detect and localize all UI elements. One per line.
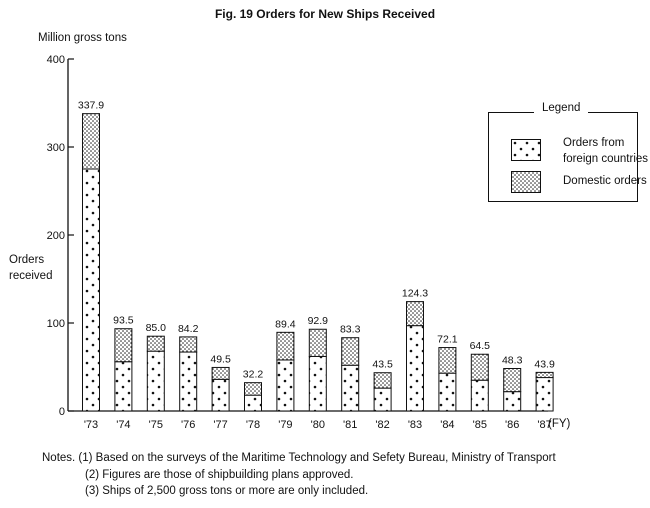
x-tick-label: '76 [181,419,195,431]
bar-foreign-orders [308,355,327,412]
total-value-label: 89.4 [275,318,296,330]
bar-domestic-orders [82,113,100,170]
y-tick-label: 0 [59,406,65,418]
y-axis-label-line: received [9,270,53,282]
legend-label-line: Orders from [563,137,625,149]
total-value-label: 48.3 [502,354,523,366]
bar-domestic-orders [308,328,327,357]
x-tick-label: '80 [311,419,325,431]
bar-foreign-orders [406,325,424,412]
x-tick-label: '82 [375,419,389,431]
total-value-label: 49.5 [210,353,231,365]
bar-foreign-orders [341,364,360,412]
bar-domestic-orders [535,371,554,379]
bar-foreign-orders [503,391,522,412]
x-tick-label: '78 [246,419,260,431]
y-tick-label: 200 [47,230,65,242]
bar-foreign-orders [114,361,133,412]
legend-label-line: Domestic orders [563,175,647,187]
bar-domestic-orders [114,328,133,363]
bar-foreign-orders [82,168,100,412]
legend: Legend Orders from foreign countries Dom… [488,102,648,202]
bar-foreign-orders [244,394,262,412]
bar-domestic-orders [470,353,489,381]
total-value-label: 124.3 [402,288,428,300]
total-value-label: 83.3 [340,324,361,336]
bar-domestic-orders [438,347,457,374]
x-tick-label: '79 [278,419,292,431]
y-axis-label-line: Orders [9,254,45,266]
legend-swatch-foreign [511,139,541,161]
bar-domestic-orders [179,336,198,353]
notes: Notes. (1) Based on the surveys of the M… [42,450,556,500]
legend-swatch-domestic [511,171,541,193]
x-tick-label: '87 [537,419,551,431]
chart-title: Fig. 19 Orders for New Ships Received [214,7,436,21]
y-tick-label: 400 [47,54,65,66]
bar-domestic-orders [244,382,262,396]
bar-foreign-orders [438,372,457,412]
bar-foreign-orders [211,378,230,412]
bar-foreign-orders [276,359,295,412]
total-value-label: 93.5 [113,315,134,327]
total-value-label: 92.9 [308,315,329,327]
note-line: Notes. (1) Based on the surveys of the M… [42,452,556,464]
total-value-label: 85.0 [146,322,167,334]
x-tick-label: '86 [505,419,519,431]
legend-title: Legend [534,102,589,114]
x-axis-unit: (FY) [548,418,571,430]
bar-domestic-orders [406,301,424,327]
total-value-label: 43.5 [372,359,393,371]
x-tick-label: '85 [473,419,487,431]
x-tick-label: '74 [116,419,130,431]
bar-foreign-orders [179,351,198,412]
bar-domestic-orders [211,366,230,380]
bar-domestic-orders [373,372,392,389]
x-tick-label: '73 [84,419,98,431]
total-value-label: 43.9 [534,358,555,370]
x-tick-label: '84 [440,419,454,431]
bar-foreign-orders [535,377,554,412]
total-value-label: 64.5 [470,340,491,352]
x-tick-label: '75 [149,419,163,431]
legend-label-line: foreign countries [563,153,649,165]
x-tick-label: '77 [213,419,227,431]
total-value-label: 84.2 [178,323,199,335]
total-value-label: 72.1 [437,334,458,346]
y-axis-label: Orders received [9,252,52,284]
y-tick-label: 100 [47,318,65,330]
bar-domestic-orders [146,335,165,352]
note-line: (3) Ships of 2,500 gross tons or more ar… [85,485,369,497]
bar-foreign-orders [146,350,165,412]
bar-foreign-orders [470,379,489,412]
x-tick-label: '83 [408,419,422,431]
total-value-label: 337.9 [78,100,104,112]
total-value-label: 32.2 [243,369,264,381]
bar-domestic-orders [276,331,295,361]
note-line: (2) Figures are those of shipbuilding pl… [85,468,354,481]
x-tick-label: '81 [343,419,357,431]
y-axis-unit: Million gross tons [38,32,127,44]
y-tick-label: 300 [47,142,65,154]
bar-domestic-orders [503,367,522,393]
bar-foreign-orders [373,387,392,412]
bar-domestic-orders [341,337,360,366]
